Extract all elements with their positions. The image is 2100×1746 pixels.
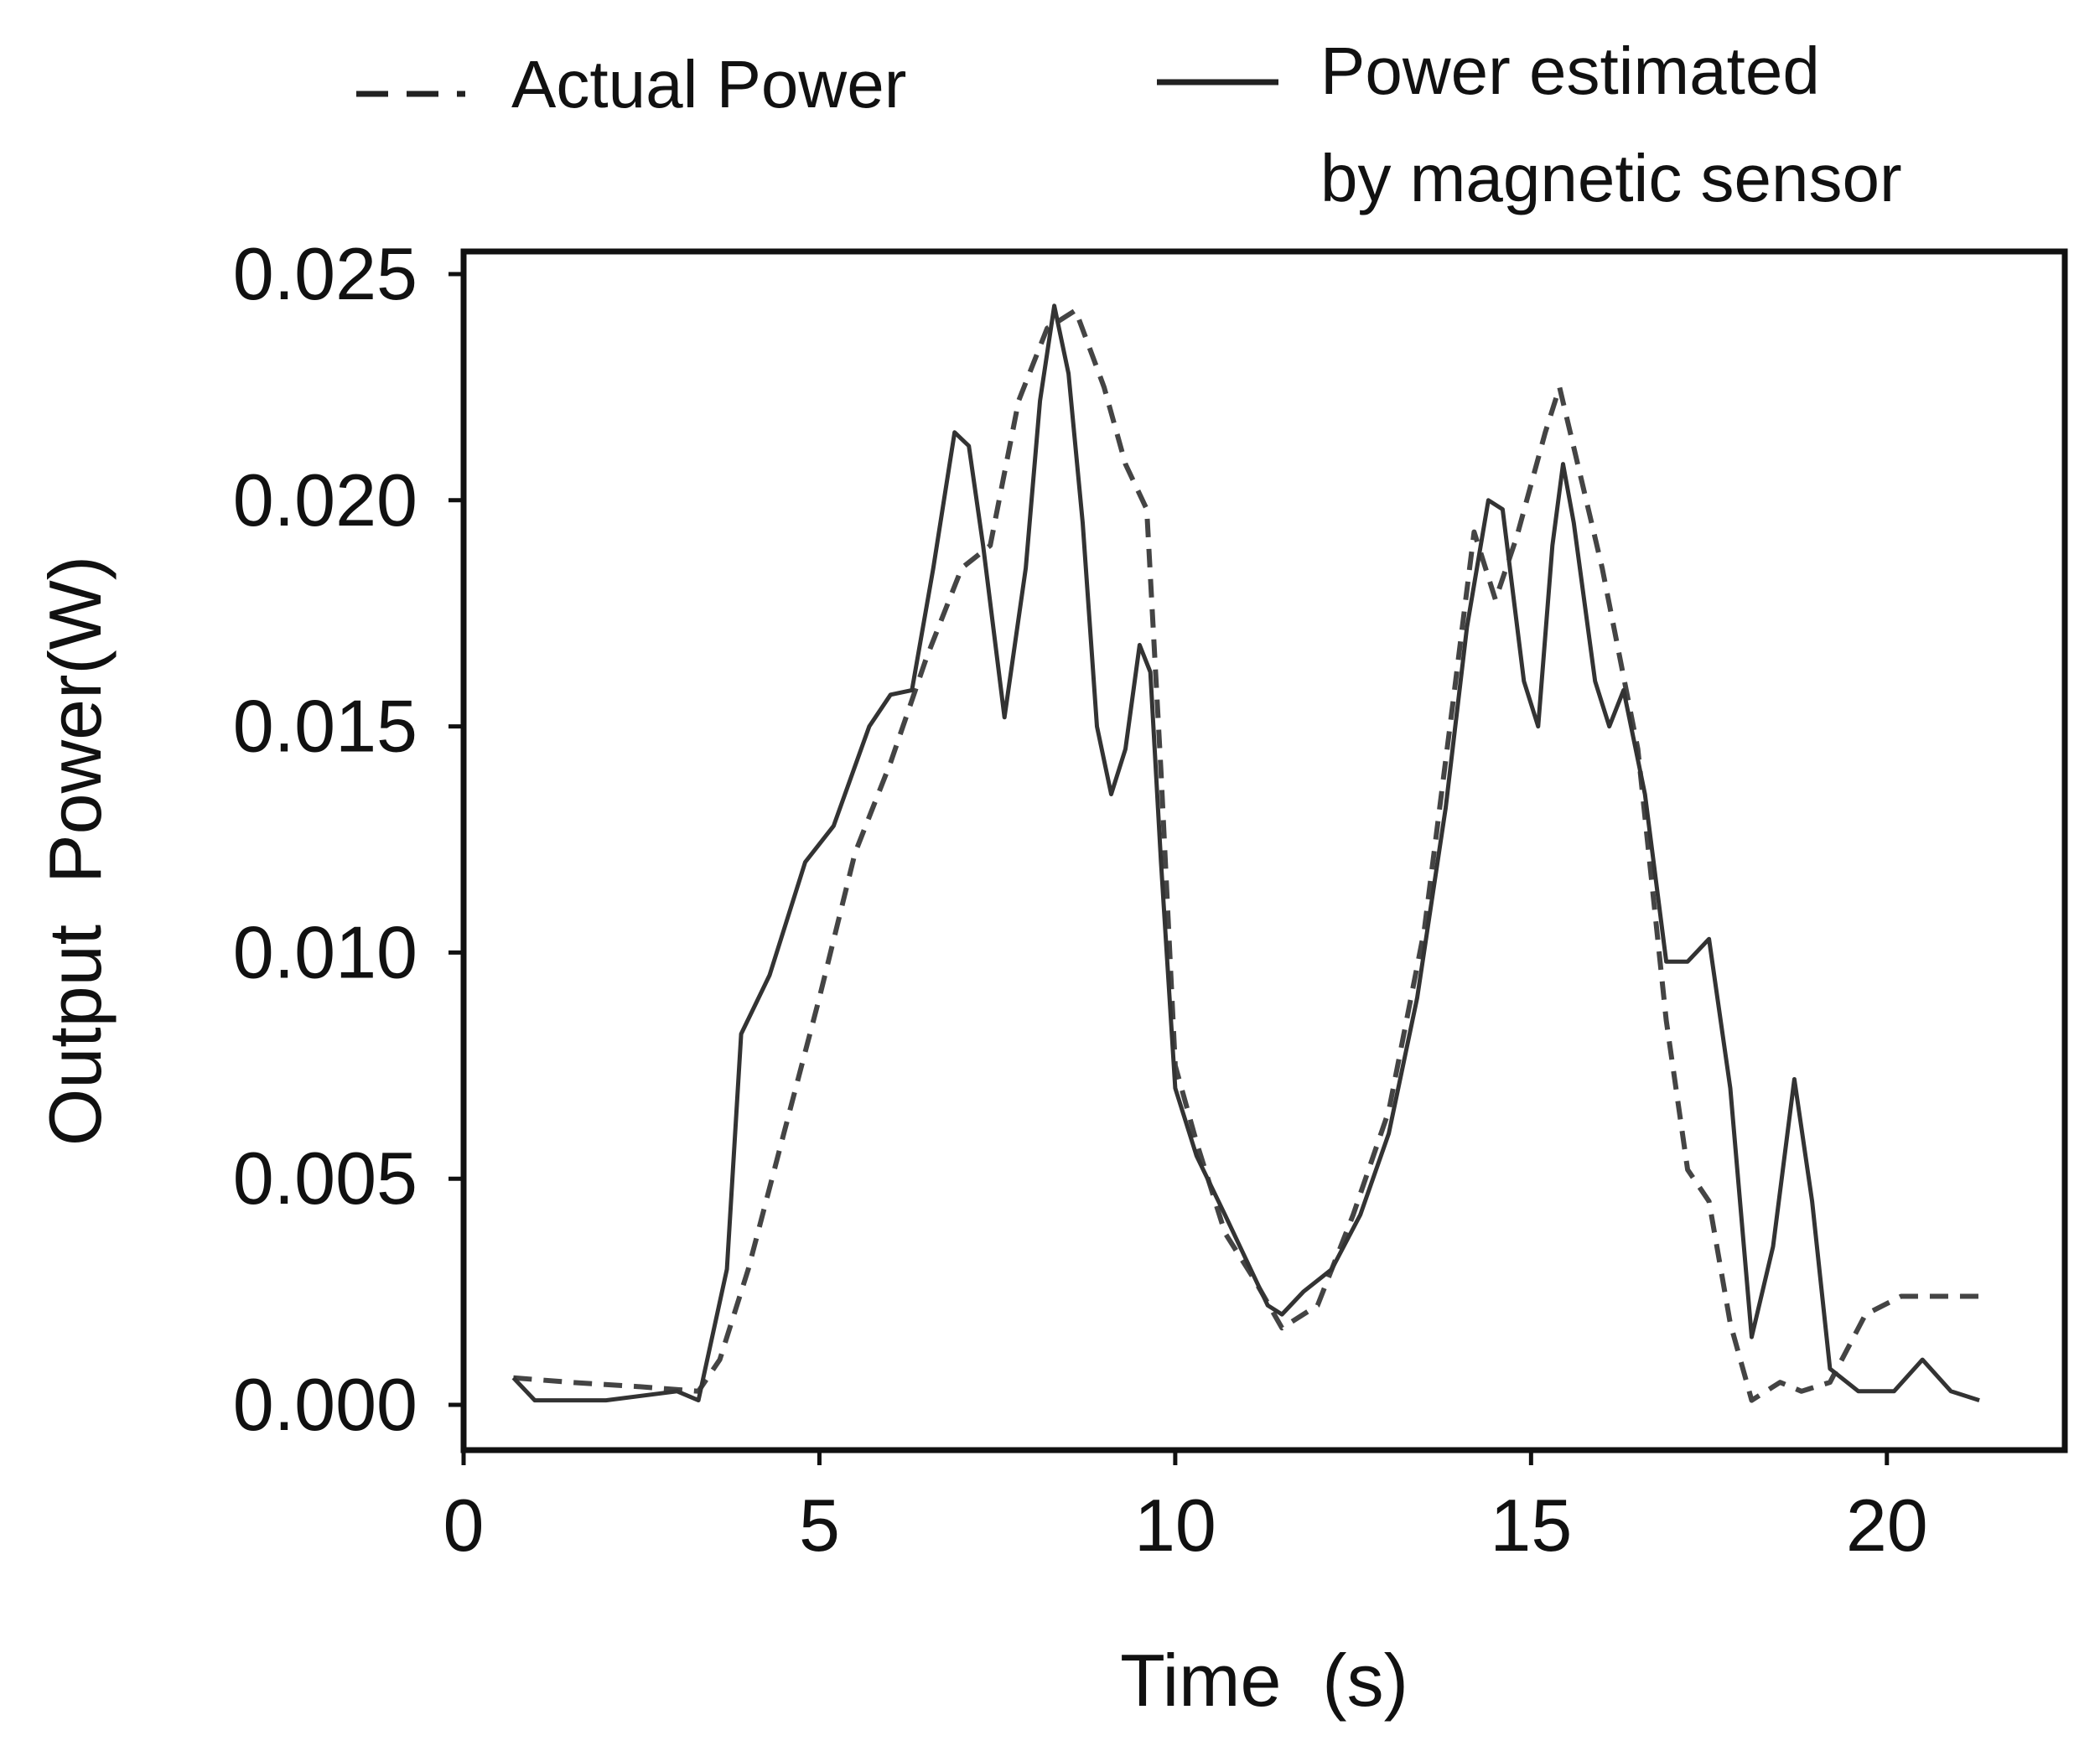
x-tick-label: 5 bbox=[799, 1484, 840, 1567]
y-axis-ticks: 0.000 0.005 0.010 0.015 0.020 0.025 bbox=[233, 232, 464, 1446]
x-tick-label: 0 bbox=[443, 1484, 485, 1567]
legend-label-actual-power: Actual Power bbox=[511, 47, 906, 122]
series-line-estimated-power bbox=[511, 303, 1980, 1403]
x-tick-label: 15 bbox=[1490, 1484, 1572, 1567]
x-axis-ticks: 0 5 10 15 20 bbox=[443, 1450, 1928, 1567]
y-tick-label: 0.025 bbox=[233, 232, 417, 315]
y-tick-label: 0.010 bbox=[233, 910, 417, 993]
y-axis-title: Output Power(W) bbox=[34, 556, 117, 1146]
x-tick-label: 20 bbox=[1846, 1484, 1928, 1567]
legend: Actual Power Power estimated by magnetic… bbox=[356, 34, 1902, 215]
y-tick-label: 0.005 bbox=[233, 1137, 417, 1220]
series-line-actual-power bbox=[513, 308, 1980, 1403]
y-tick-label: 0.000 bbox=[233, 1363, 417, 1446]
legend-label-estimated-power-line2: by magnetic sensor bbox=[1320, 141, 1902, 215]
y-tick-label: 0.015 bbox=[233, 685, 417, 768]
y-tick-label: 0.020 bbox=[233, 459, 417, 541]
plot-area-frame bbox=[460, 248, 2068, 1453]
x-tick-label: 10 bbox=[1134, 1484, 1216, 1567]
legend-label-estimated-power-line1: Power estimated bbox=[1320, 34, 1820, 108]
x-axis-title: Time (s) bbox=[1120, 1639, 1408, 1722]
